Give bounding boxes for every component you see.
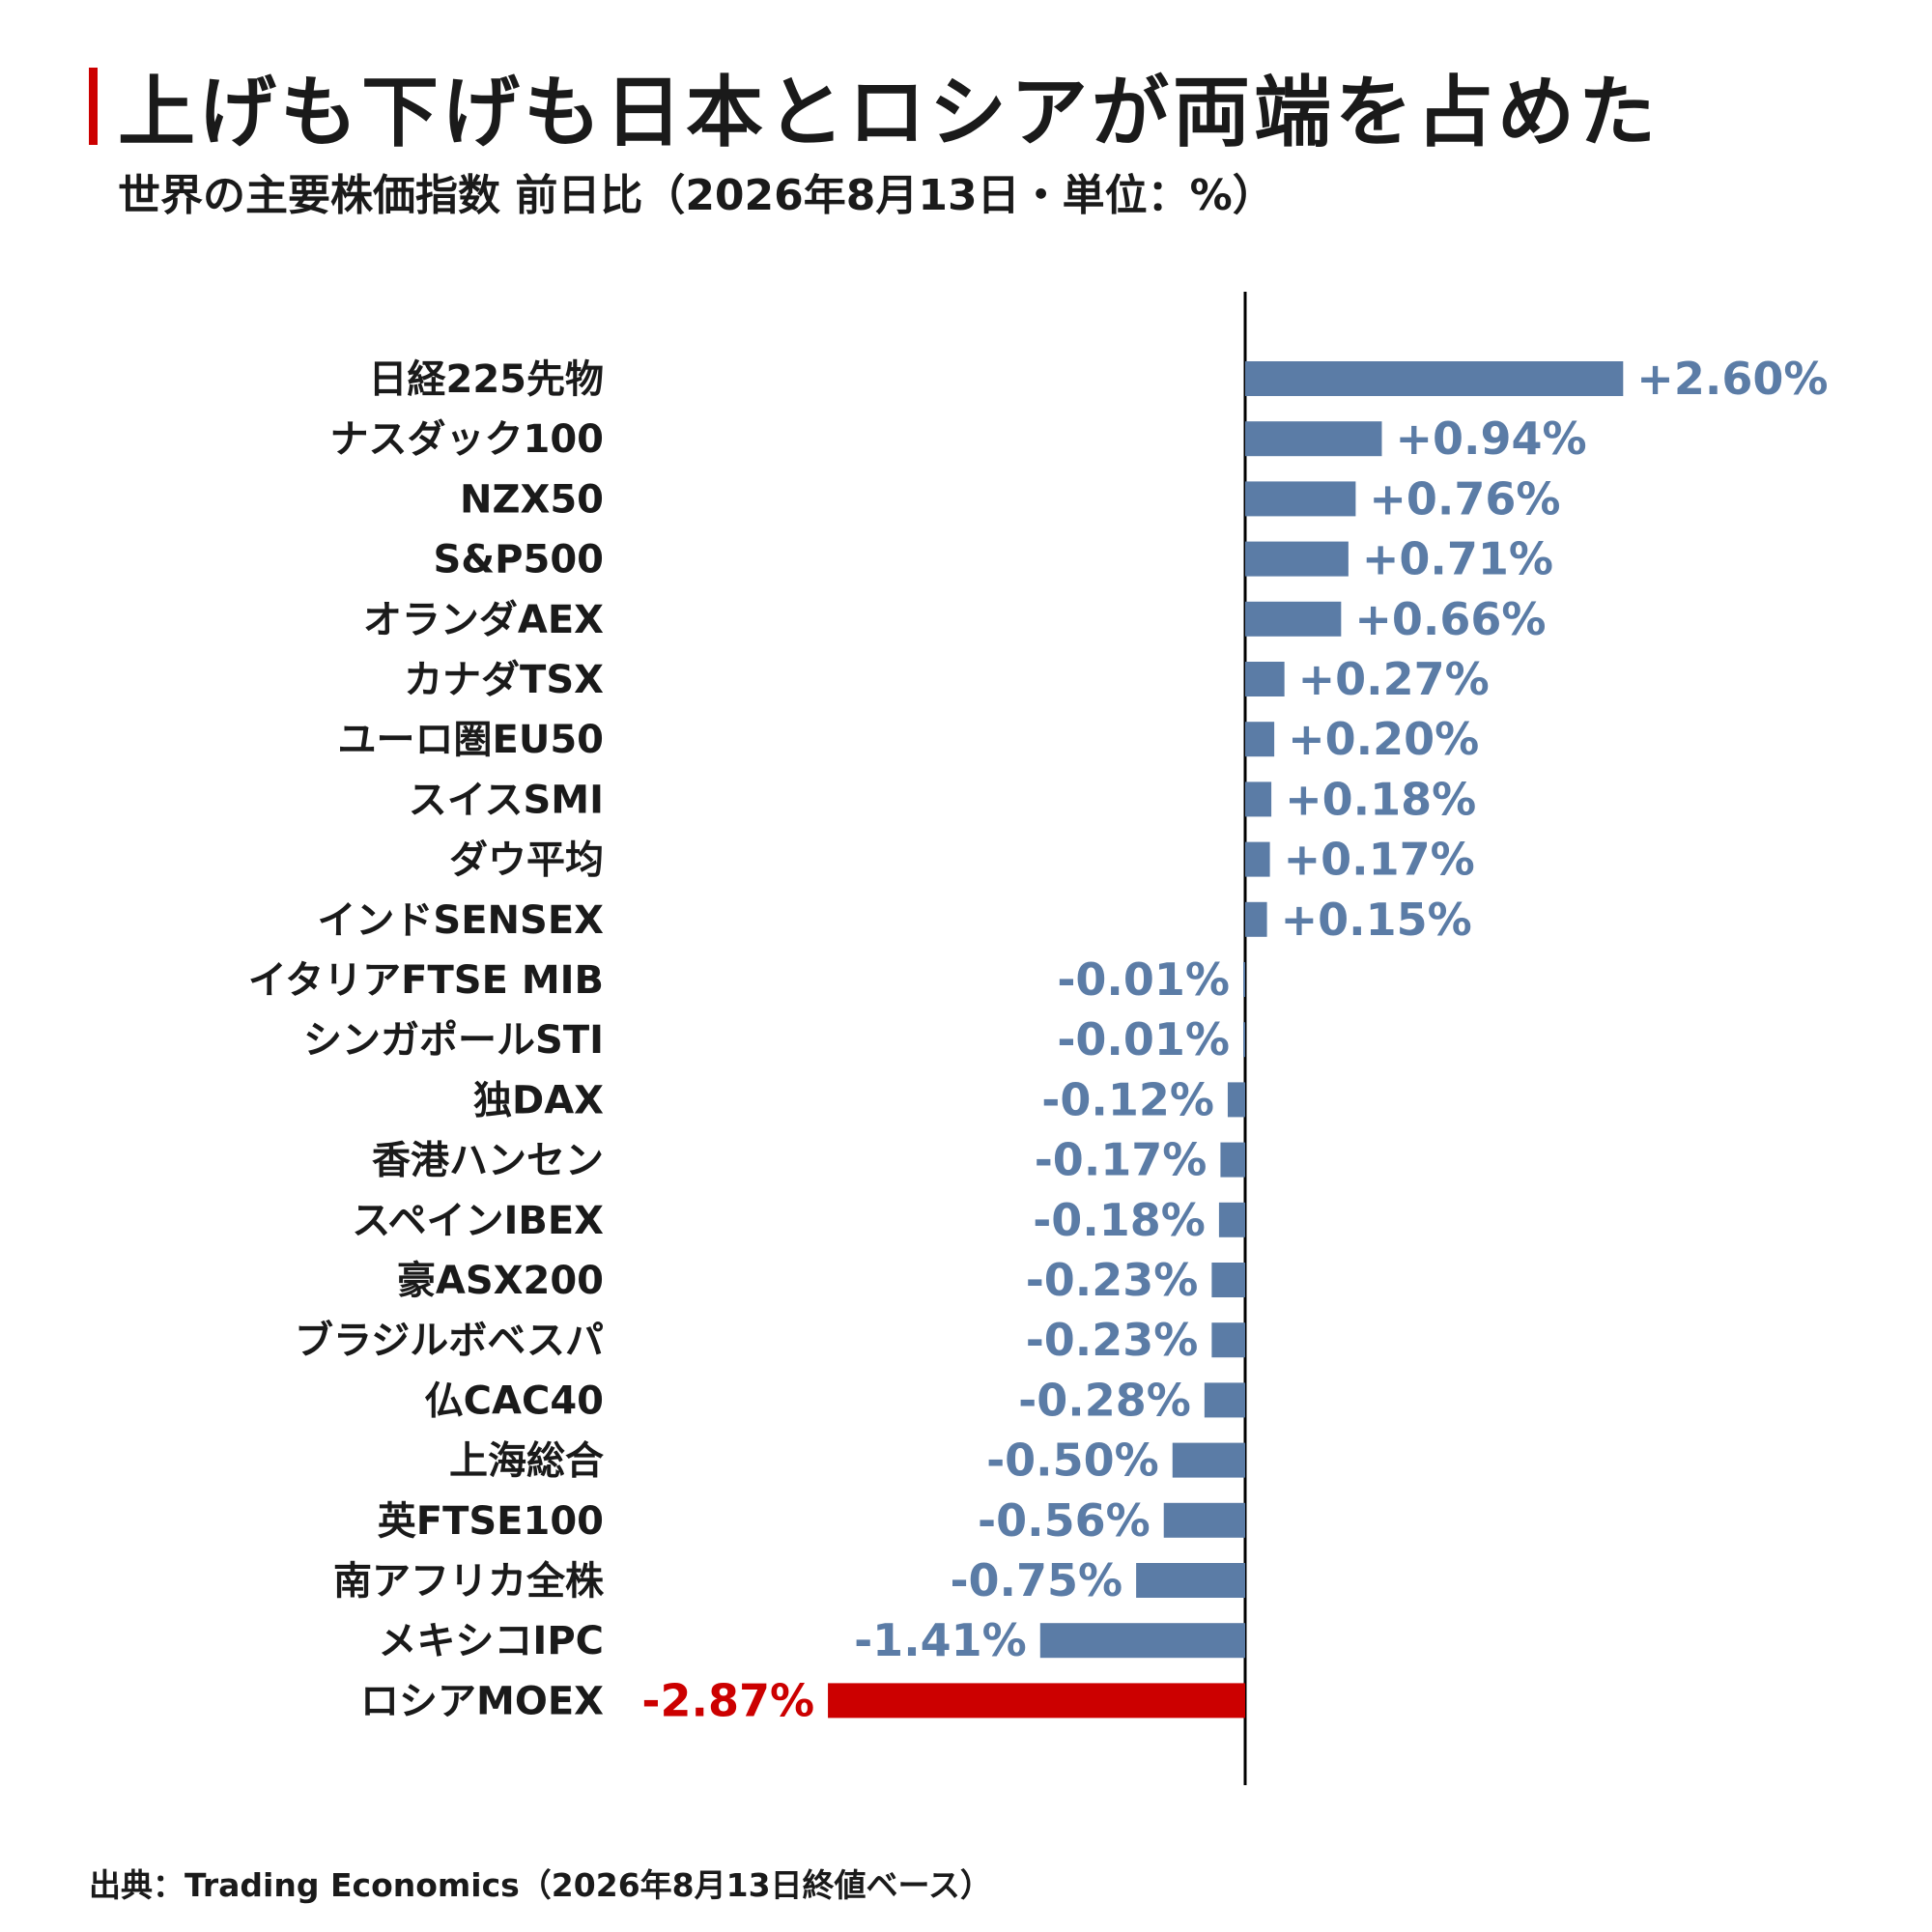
chart-subtitle: 世界の主要株価指数 前日比（2026年8月13日・単位：%）: [118, 171, 1275, 220]
category-label: イタリアFTSE MIB: [248, 958, 604, 1003]
bar: [1220, 1142, 1245, 1178]
category-label: 南アフリカ全株: [333, 1559, 605, 1604]
title-accent-bar: [89, 68, 98, 145]
bar: [1211, 1263, 1245, 1297]
bar: [1245, 361, 1624, 396]
category-label: S&P500: [433, 538, 604, 582]
bar: [1245, 901, 1267, 937]
category-label: スペインIBEX: [352, 1199, 604, 1243]
value-label: +0.18%: [1285, 773, 1476, 825]
bar: [1245, 841, 1270, 877]
bar: [1163, 1502, 1245, 1538]
category-label: シンガポールSTI: [303, 1018, 604, 1063]
bar: [1243, 962, 1245, 997]
bar: [1245, 481, 1356, 517]
category-label: メキシコIPC: [378, 1619, 604, 1663]
chart-title: 上げも下げも日本とロシアが両端を占めた: [118, 68, 1660, 157]
value-label: -2.87%: [641, 1674, 814, 1726]
value-label: -1.41%: [854, 1614, 1027, 1666]
bar: [1039, 1623, 1245, 1659]
category-label: 香港ハンセン: [372, 1139, 604, 1183]
bar: [1211, 1322, 1245, 1358]
bar: [1245, 781, 1272, 817]
bar: [828, 1683, 1245, 1719]
value-label: -0.75%: [950, 1554, 1122, 1606]
value-label: +0.94%: [1395, 412, 1586, 465]
bar: [1136, 1563, 1245, 1598]
value-label: +0.17%: [1284, 834, 1475, 886]
bar: [1245, 722, 1275, 757]
bar: [1243, 1022, 1245, 1058]
category-label: 独DAX: [473, 1078, 604, 1122]
value-label: +0.76%: [1369, 472, 1560, 525]
value-label: +0.71%: [1362, 533, 1553, 585]
bar: [1204, 1382, 1245, 1418]
bar: [1172, 1442, 1245, 1478]
value-label: -0.12%: [1041, 1073, 1214, 1125]
value-label: -0.56%: [978, 1494, 1151, 1547]
bar: [1245, 601, 1342, 637]
category-label: 上海総合: [449, 1439, 604, 1484]
category-label: ナスダック100: [330, 417, 605, 462]
category-label: 日経225先物: [369, 357, 605, 402]
value-label: +0.66%: [1354, 593, 1546, 645]
category-label: 仏CAC40: [425, 1378, 604, 1423]
category-label: インドSENSEX: [317, 898, 604, 943]
value-label: -0.50%: [986, 1435, 1159, 1487]
value-label: -0.17%: [1035, 1134, 1208, 1186]
category-label: 豪ASX200: [397, 1259, 604, 1303]
category-label: スイスSMI: [409, 778, 604, 822]
category-label: NZX50: [460, 477, 604, 522]
bar: [1227, 1082, 1245, 1118]
category-label: ダウ平均: [449, 838, 604, 883]
value-label: +0.20%: [1288, 713, 1479, 765]
value-label: -0.01%: [1057, 953, 1230, 1006]
bar: [1245, 541, 1349, 577]
value-label: +2.60%: [1636, 353, 1828, 405]
source-note: 出典：Trading Economics（2026年8月13日終値ベース）: [89, 1866, 992, 1904]
bar: [1218, 1202, 1245, 1237]
value-label: -0.23%: [1026, 1314, 1199, 1366]
value-label: -0.01%: [1057, 1013, 1230, 1065]
category-label: ユーロ圏EU50: [338, 718, 604, 762]
category-label: オランダAEX: [363, 598, 604, 642]
value-label: +0.27%: [1298, 653, 1490, 705]
category-label: ロシアMOEX: [360, 1679, 604, 1723]
bar: [1245, 421, 1382, 457]
category-label: 英FTSE100: [378, 1499, 604, 1544]
value-label: -0.28%: [1018, 1374, 1191, 1426]
value-label: +0.15%: [1281, 894, 1472, 946]
bar: [1245, 662, 1285, 696]
value-label: -0.23%: [1026, 1254, 1199, 1306]
category-label: ブラジルボベスパ: [295, 1319, 604, 1363]
value-label: -0.18%: [1033, 1194, 1206, 1246]
category-label: カナダTSX: [404, 658, 604, 702]
